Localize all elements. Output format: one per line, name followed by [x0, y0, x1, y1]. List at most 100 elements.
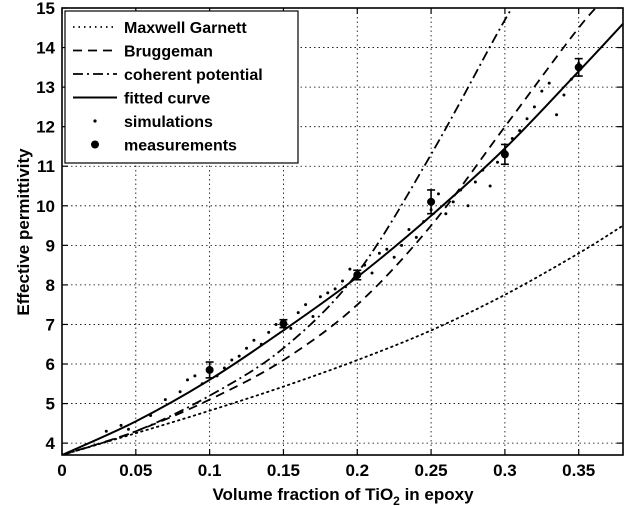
simulation-point [326, 291, 330, 295]
simulation-point [459, 188, 463, 192]
simulation-point [444, 212, 448, 216]
simulation-point [569, 77, 573, 81]
simulation-point [230, 358, 234, 362]
y-axis: 4 5 6 7 8 9 10 11 12 13 14 15 [36, 0, 623, 453]
legend-label-maxwell-garnett: Maxwell Garnett [124, 20, 247, 37]
y-tick-label: 13 [36, 78, 55, 97]
x-tick-label: 0.3 [493, 461, 517, 480]
y-tick-label: 14 [36, 39, 55, 58]
coherent-potential-line [62, 8, 513, 455]
x-tick-label: 0 [57, 461, 66, 480]
plot-frame [61, 7, 624, 456]
simulation-point [237, 354, 241, 358]
legend-box [64, 10, 299, 164]
grid [62, 7, 623, 455]
y-tick-label: 15 [36, 0, 55, 18]
y-tick-label: 6 [46, 355, 55, 374]
simulation-point [481, 168, 485, 172]
simulation-point [333, 287, 337, 291]
measurement-points [205, 57, 583, 379]
simulation-point [348, 267, 352, 271]
x-tick-label: 0.35 [562, 461, 595, 480]
simulation-point [451, 200, 455, 204]
y-tick-label: 7 [46, 315, 55, 334]
simulation-points [104, 61, 581, 433]
x-axis-label-subscript: 2 [393, 494, 400, 506]
legend-label-measurements: measurements [124, 138, 237, 155]
x-tick-label: 0.05 [119, 461, 152, 480]
x-axis-label-main: Volume fraction of TiO [212, 485, 393, 504]
simulation-point [562, 93, 566, 97]
simulation-point [185, 378, 189, 382]
y-tick-label: 10 [36, 197, 55, 216]
y-tick-label: 5 [46, 395, 55, 414]
simulation-point [222, 366, 226, 370]
measurement-point [574, 63, 583, 72]
legend-label-coherent-potential: coherent potential [124, 67, 263, 84]
legend-label-fitted-curve: fitted curve [124, 91, 210, 108]
legend-swatch-simulations [93, 119, 97, 123]
simulation-point [252, 338, 256, 342]
simulation-point [496, 160, 500, 164]
simulation-point [407, 228, 411, 232]
maxwell-garnett-line [62, 224, 623, 455]
simulation-point [422, 220, 426, 224]
simulation-point [392, 255, 396, 259]
simulation-point [274, 322, 278, 326]
simulation-point [119, 423, 123, 427]
simulation-point [304, 303, 308, 307]
simulation-point [311, 315, 315, 319]
simulation-point [193, 374, 197, 378]
simulation-point [518, 129, 522, 133]
simulation-point [259, 342, 263, 346]
measurement-point [427, 197, 436, 206]
simulation-point [377, 251, 381, 255]
simulation-point [466, 204, 470, 208]
x-tick-label: 0.25 [415, 461, 448, 480]
simulation-point [318, 295, 322, 299]
simulation-point [400, 243, 404, 247]
legend-swatch-measurements [91, 140, 99, 149]
x-axis-label: Volume fraction of TiO2 in epoxy [212, 485, 474, 506]
x-tick-label: 0.15 [267, 461, 300, 480]
simulation-point [267, 330, 271, 334]
simulation-point [510, 137, 514, 141]
y-tick-label: 11 [37, 157, 55, 176]
x-axis-label-suffix: in epoxy [400, 485, 474, 504]
y-tick-label: 4 [46, 434, 56, 453]
simulation-point [488, 184, 492, 188]
simulation-point [414, 235, 418, 239]
simulation-point [547, 81, 551, 85]
simulation-point [525, 117, 529, 121]
simulation-point [163, 398, 167, 402]
y-tick-label: 8 [46, 276, 55, 295]
legend-label-bruggeman: Bruggeman [124, 44, 213, 61]
simulation-point [289, 326, 293, 330]
measurement-point [205, 365, 214, 374]
simulation-point [370, 271, 374, 275]
y-tick-label: 12 [36, 118, 55, 137]
simulation-point [149, 413, 153, 417]
measurement-point [279, 319, 288, 328]
x-axis: 0 0.05 0.1 0.15 0.2 0.25 0.3 0.35 [57, 8, 595, 480]
measurement-point [500, 150, 509, 159]
simulation-point [200, 382, 204, 386]
simulation-point [385, 247, 389, 251]
x-tick-label: 0.2 [345, 461, 369, 480]
simulation-point [532, 105, 536, 109]
simulation-point [436, 192, 440, 196]
simulation-point [363, 263, 367, 267]
simulation-point [104, 429, 108, 433]
x-tick-label: 0.1 [198, 461, 222, 480]
simulation-point [341, 279, 344, 283]
simulation-point [215, 374, 219, 378]
bruggeman-line [62, 8, 598, 455]
simulation-point [555, 113, 559, 117]
legend-label-simulations: simulations [124, 114, 213, 131]
simulation-point [473, 180, 477, 184]
measurement-point [353, 271, 362, 280]
y-tick-label: 9 [46, 236, 55, 255]
simulation-point [245, 346, 249, 350]
legend: Maxwell Garnett Bruggeman coherent potenti… [64, 10, 299, 164]
